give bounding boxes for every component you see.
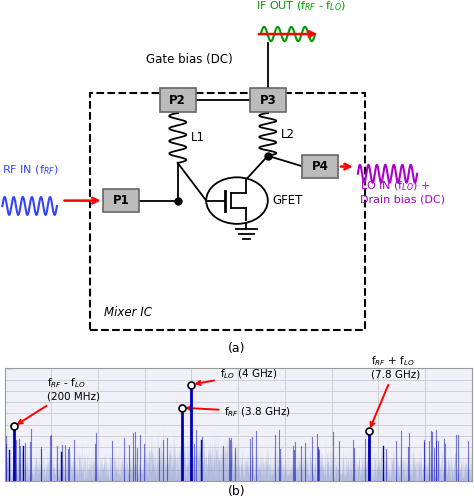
Text: RF IN (f$_{RF}$): RF IN (f$_{RF}$) xyxy=(2,164,59,177)
Text: IF OUT (f$_{RF}$ - f$_{LO}$): IF OUT (f$_{RF}$ - f$_{LO}$) xyxy=(256,0,346,13)
Text: (b): (b) xyxy=(228,485,246,498)
Text: P2: P2 xyxy=(169,94,186,107)
Text: P3: P3 xyxy=(259,94,276,107)
FancyBboxPatch shape xyxy=(302,155,338,178)
Text: (a): (a) xyxy=(228,342,246,355)
Text: f$_{RF}$ + f$_{LO}$
(7.8 GHz): f$_{RF}$ + f$_{LO}$ (7.8 GHz) xyxy=(371,354,420,426)
Text: LO IN (f$_{LO}$) +
Drain bias (DC): LO IN (f$_{LO}$) + Drain bias (DC) xyxy=(360,179,445,204)
Text: Gate bias (DC): Gate bias (DC) xyxy=(146,53,233,66)
Text: GFET: GFET xyxy=(273,194,303,207)
Text: P4: P4 xyxy=(311,160,328,173)
Text: f$_{LO}$ (4 GHz): f$_{LO}$ (4 GHz) xyxy=(196,368,277,385)
Text: P1: P1 xyxy=(112,194,129,207)
Circle shape xyxy=(206,177,268,224)
Text: L2: L2 xyxy=(281,128,295,141)
Text: f$_{RF}$ - f$_{LO}$
(200 MHz): f$_{RF}$ - f$_{LO}$ (200 MHz) xyxy=(18,376,100,424)
FancyBboxPatch shape xyxy=(250,89,286,112)
FancyBboxPatch shape xyxy=(103,189,139,212)
Text: L1: L1 xyxy=(191,131,205,144)
Text: f$_{RF}$ (3.8 GHz): f$_{RF}$ (3.8 GHz) xyxy=(187,405,291,418)
Text: Mixer IC: Mixer IC xyxy=(104,306,152,319)
Bar xyxy=(90,93,365,330)
FancyBboxPatch shape xyxy=(160,89,196,112)
